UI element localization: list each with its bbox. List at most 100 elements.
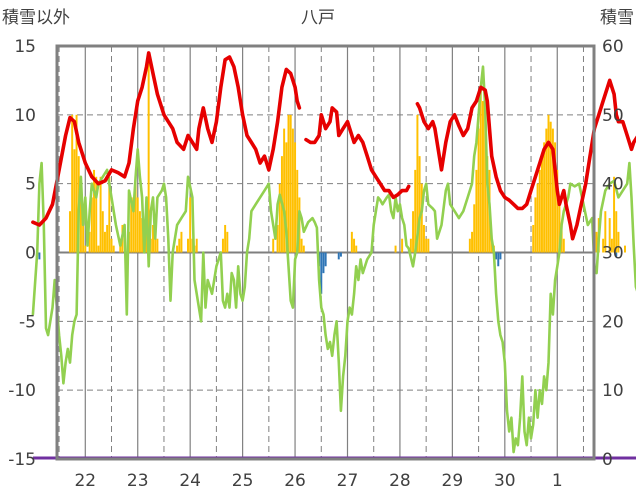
bar-positive xyxy=(130,197,133,253)
bar-positive xyxy=(562,238,565,253)
bar-positive xyxy=(79,176,82,253)
bar-positive xyxy=(420,183,423,253)
series-red3 xyxy=(415,78,636,241)
bar-positive xyxy=(147,52,150,253)
bar-positive xyxy=(97,245,100,253)
y-tick-right: 20 xyxy=(602,312,624,332)
bar-positive xyxy=(486,156,489,253)
bar-positive xyxy=(84,245,87,253)
bar-positive xyxy=(71,114,74,253)
bar-positive xyxy=(278,183,281,253)
bar-positive xyxy=(468,238,471,253)
bar-negative xyxy=(339,252,342,257)
bar-positive xyxy=(141,218,144,253)
bars xyxy=(38,52,626,294)
bar-positive xyxy=(350,231,353,253)
series-red2 xyxy=(304,106,411,200)
bar-positive xyxy=(394,245,397,253)
bar-positive xyxy=(418,156,421,253)
bar-positive xyxy=(106,224,109,253)
bar-positive xyxy=(355,245,358,253)
bar-positive xyxy=(138,211,141,253)
bar-positive xyxy=(300,238,303,253)
bar-negative xyxy=(322,252,325,274)
bar-positive xyxy=(272,238,275,253)
bar-positive xyxy=(416,114,419,253)
bar-positive xyxy=(178,238,181,253)
bar-positive xyxy=(409,238,412,253)
series-green xyxy=(31,65,636,454)
bar-positive xyxy=(538,169,541,253)
bar-positive xyxy=(149,238,152,253)
x-tick-day: 25 xyxy=(232,471,254,491)
bar-positive xyxy=(99,176,102,253)
bar-positive xyxy=(136,197,139,253)
bar-positive xyxy=(554,142,557,253)
bar-positive xyxy=(617,231,620,253)
bar-positive xyxy=(536,183,539,253)
bar-positive xyxy=(615,211,618,253)
bar-positive xyxy=(610,238,613,253)
bar-positive xyxy=(110,238,113,253)
y-tick-right: 0 xyxy=(602,450,613,470)
bar-positive xyxy=(108,176,111,253)
bar-positive xyxy=(285,142,288,253)
bar-negative xyxy=(497,252,500,267)
bar-positive xyxy=(224,224,227,253)
bar-negative xyxy=(38,252,41,260)
bar-positive xyxy=(103,231,106,253)
bar-positive xyxy=(532,224,535,253)
bar-positive xyxy=(602,238,605,253)
bar-positive xyxy=(95,176,98,253)
bar-positive xyxy=(551,128,554,253)
bar-positive xyxy=(549,121,552,253)
bar-positive xyxy=(624,245,626,253)
bar-positive xyxy=(540,156,543,253)
y-tick-left: 10 xyxy=(14,106,36,126)
y-tick-left: -5 xyxy=(19,312,36,332)
bar-positive xyxy=(427,238,430,253)
bar-positive xyxy=(287,114,290,253)
bar-positive xyxy=(604,211,607,253)
bar-negative xyxy=(499,252,502,260)
bar-negative xyxy=(337,252,340,260)
bar-positive xyxy=(189,197,192,253)
bar-positive xyxy=(558,197,561,253)
bar-positive xyxy=(473,204,476,253)
bar-positive xyxy=(425,238,428,253)
y-tick-right: 60 xyxy=(602,37,624,57)
bar-positive xyxy=(90,197,93,253)
bar-positive xyxy=(422,224,425,253)
bar-positive xyxy=(88,231,91,253)
bar-positive xyxy=(226,231,229,253)
chart-title: 八戸 xyxy=(301,8,335,28)
bar-positive xyxy=(353,238,356,253)
x-tick-day: 1 xyxy=(552,471,563,491)
left-axis-label: 積雪以外 xyxy=(2,8,70,28)
y-tick-right: 30 xyxy=(602,244,624,264)
bar-positive xyxy=(291,128,294,253)
y-tick-left: 5 xyxy=(25,175,36,195)
bar-positive xyxy=(73,149,76,253)
bar-positive xyxy=(156,238,159,253)
bar-negative xyxy=(615,252,618,257)
y-tick-right: 10 xyxy=(602,381,624,401)
y-tick-left: -15 xyxy=(8,450,36,470)
bar-positive xyxy=(112,245,115,253)
bar-negative xyxy=(320,252,323,294)
bar-positive xyxy=(221,238,224,253)
y-tick-left: 0 xyxy=(25,244,36,264)
y-tick-right: 40 xyxy=(602,175,624,195)
y-tick-right: 50 xyxy=(602,106,624,126)
series-lines xyxy=(31,51,636,460)
x-tick-day: 29 xyxy=(442,471,464,491)
bar-positive xyxy=(75,114,78,253)
bar-positive xyxy=(152,224,155,253)
bar-positive xyxy=(276,224,279,253)
bar-positive xyxy=(547,114,550,253)
bar-positive xyxy=(412,211,415,253)
x-tick-day: 24 xyxy=(179,471,201,491)
bar-positive xyxy=(101,211,104,253)
bar-positive xyxy=(294,142,297,253)
